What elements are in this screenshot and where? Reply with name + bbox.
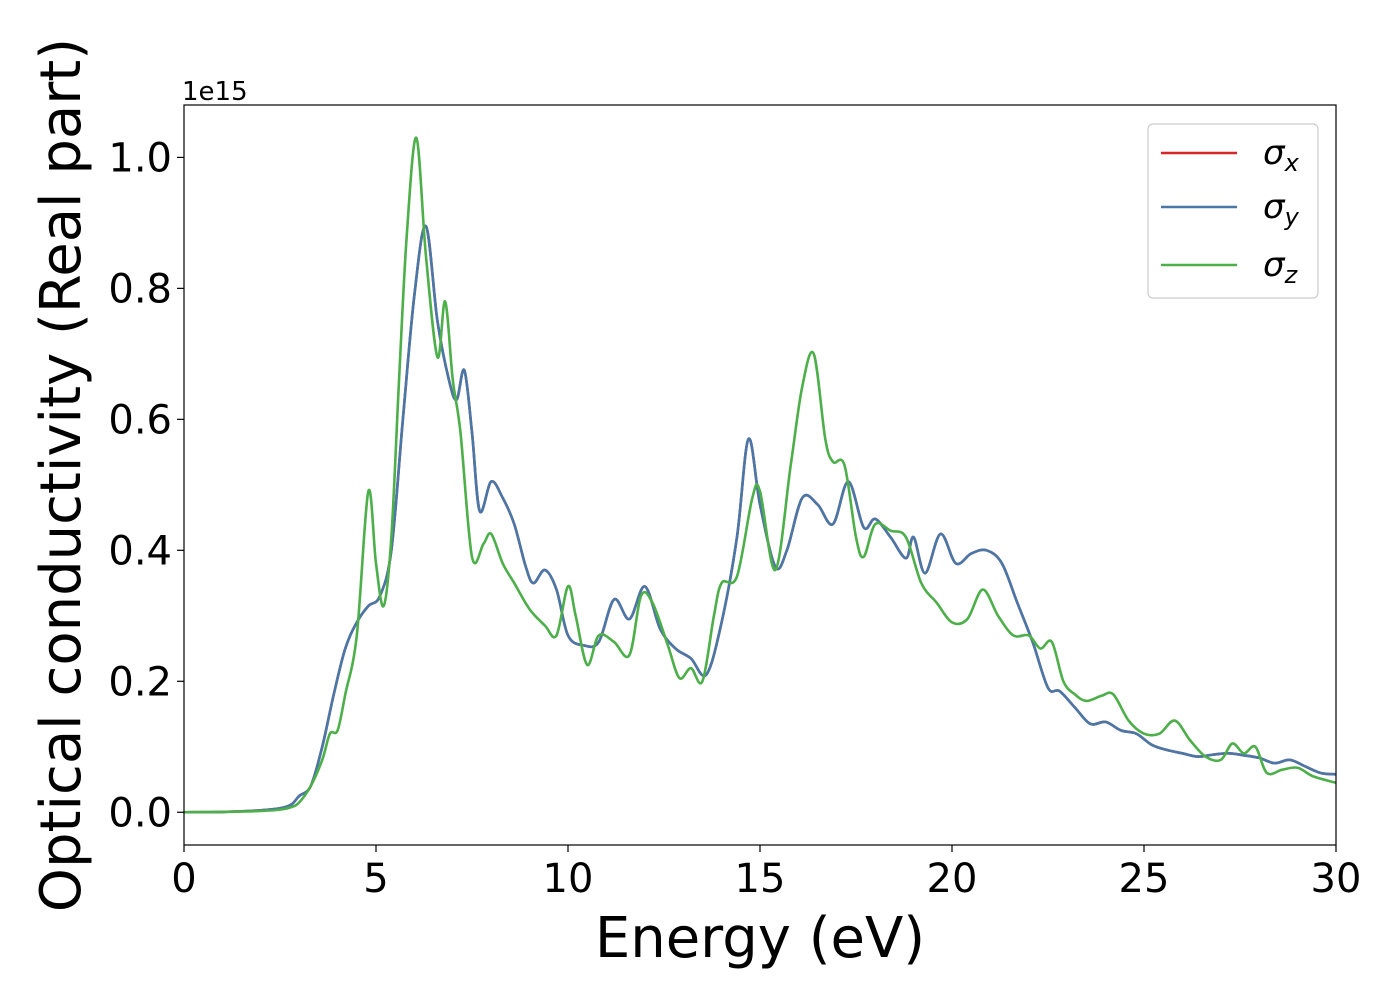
x-tick-label: 5 [363,856,388,902]
legend-label-x: σx [1263,133,1300,177]
x-tick-label: 30 [1311,856,1362,902]
y-tick-label: 0.8 [108,266,172,312]
x-tick-label: 25 [1119,856,1170,902]
series-line-z [184,136,1336,814]
series-layer [184,136,1336,814]
y-axis-title: Optical conductivity (Real part) [29,38,94,912]
legend-frame [1147,123,1319,299]
y-tick-label: 1.0 [108,135,172,181]
x-axis-title: Energy (eV) [595,906,925,971]
x-tick-label: 15 [735,856,786,902]
x-tick-label: 0 [171,856,196,902]
series-line-y [184,224,1336,814]
x-tick-label: 20 [927,856,978,902]
y-tick-label: 0.0 [108,790,172,836]
x-tick-label: 10 [543,856,594,902]
legend: σx σy σz [1147,123,1319,299]
y-tick-label: 0.2 [108,659,172,705]
y-offset-label: 1e15 [182,77,248,107]
y-tick-label: 0.4 [108,528,172,574]
x-axis: 0 5 10 15 20 25 30 [171,845,1361,902]
y-axis: 0.0 0.2 0.4 0.6 0.8 1.0 [108,135,184,836]
legend-label-z: σz [1263,245,1299,289]
legend-label-y: σy [1263,187,1300,231]
y-tick-label: 0.6 [108,397,172,443]
